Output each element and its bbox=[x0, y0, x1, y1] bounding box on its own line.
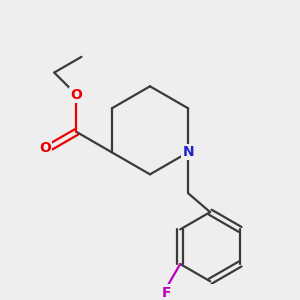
Text: N: N bbox=[182, 145, 194, 159]
Text: O: O bbox=[70, 88, 83, 102]
Text: F: F bbox=[161, 286, 171, 300]
Text: O: O bbox=[40, 141, 51, 154]
